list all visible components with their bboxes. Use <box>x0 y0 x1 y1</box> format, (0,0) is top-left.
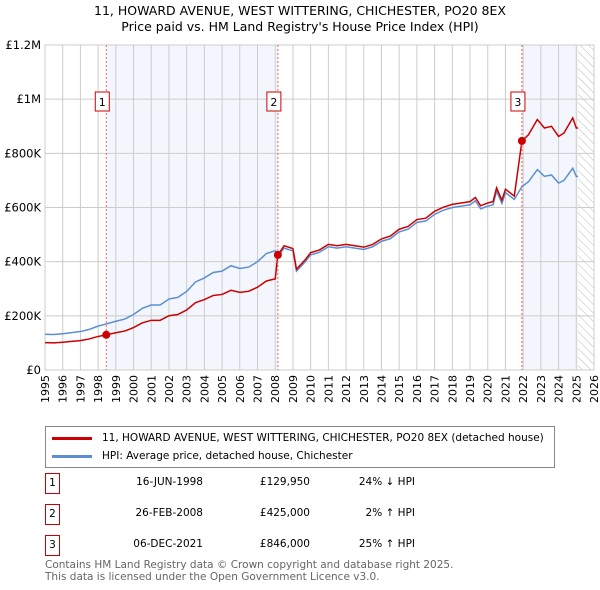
legend-swatch-red <box>52 436 92 440</box>
x-tick-label: 2014 <box>375 375 388 403</box>
legend-label: 11, HOWARD AVENUE, WEST WITTERING, CHICH… <box>102 432 544 444</box>
transaction-row: 3 06-DEC-2021 £846,000 25% ↑ HPI <box>45 535 445 556</box>
sale-marker-label: 3 <box>514 96 521 109</box>
x-tick-label: 2026 <box>588 375 600 403</box>
x-tick-label: 2018 <box>446 375 459 403</box>
x-tick-label: 2023 <box>535 375 548 403</box>
legend: 11, HOWARD AVENUE, WEST WITTERING, CHICH… <box>45 426 555 468</box>
x-tick-label: 2008 <box>269 375 282 403</box>
x-tick-label: 2019 <box>464 375 477 403</box>
legend-swatch-blue <box>52 454 92 458</box>
x-tick-label: 2009 <box>287 375 300 403</box>
y-tick-label: £400K <box>4 255 41 269</box>
hpi-line <box>44 166 579 336</box>
marker-badge: 3 <box>45 535 60 556</box>
footer-licence: This data is licensed under the Open Gov… <box>45 571 380 583</box>
chart-subtitle: Price paid vs. HM Land Registry's House … <box>121 19 479 34</box>
y-tick-label: £200K <box>4 309 41 323</box>
x-tick-label: 2025 <box>570 375 583 403</box>
x-tick-label: 2022 <box>517 375 530 403</box>
y-tick-label: £600K <box>4 201 41 215</box>
sale-price: £129,950 <box>259 476 310 488</box>
x-tick-label: 1995 <box>39 375 52 403</box>
sale-marker-box <box>510 91 526 112</box>
y-tick-label: £1M <box>16 92 41 106</box>
x-tick-label: 2006 <box>234 375 247 403</box>
transaction-row: 2 26-FEB-2008 £425,000 2% ↑ HPI <box>45 504 445 525</box>
x-tick-label: 2017 <box>429 375 442 403</box>
legend-item-property: 11, HOWARD AVENUE, WEST WITTERING, CHICH… <box>52 430 544 446</box>
sale-point <box>102 330 111 339</box>
sale-marker-box <box>94 91 110 112</box>
sale-price: £425,000 <box>259 507 310 519</box>
x-tick-label: 1998 <box>92 375 105 403</box>
hpi-diff: 2% ↑ HPI <box>365 507 415 519</box>
x-tick-label: 2010 <box>305 375 318 403</box>
x-tick-label: 2015 <box>393 375 406 403</box>
marker-badge: 1 <box>45 473 60 494</box>
x-tick-label: 2000 <box>128 375 141 403</box>
price-chart: 1995 1996 1997 1998 1999 2000 2001 2002 2003 2004… <box>4 38 600 403</box>
marker-badge: 2 <box>45 504 60 525</box>
y-tick-label: £800K <box>4 146 41 160</box>
sale-marker-label: 1 <box>99 96 106 109</box>
x-tick-label: 2007 <box>252 375 265 403</box>
sale-price: £846,000 <box>259 538 310 550</box>
plot-frame <box>44 44 595 371</box>
sale-date: 26-FEB-2008 <box>135 507 203 519</box>
property-price-line <box>44 116 579 344</box>
sale-marker-box <box>266 91 282 112</box>
x-tick-label: 2020 <box>482 375 495 403</box>
sale-marker-label: 2 <box>270 96 277 109</box>
x-tick-label: 2003 <box>181 375 194 403</box>
x-tick-label: 2021 <box>499 375 512 403</box>
x-tick-label: 2005 <box>216 375 229 403</box>
x-tick-label: 1999 <box>110 375 123 403</box>
sale-point <box>273 250 282 259</box>
x-tick-label: 2002 <box>163 375 176 403</box>
legend-label: HPI: Average price, detached house, Chic… <box>102 450 353 462</box>
y-tick-label: £1.2M <box>5 38 41 52</box>
x-tick-label: 2004 <box>198 375 211 403</box>
x-tick-label: 1997 <box>74 375 87 403</box>
sale-date: 16-JUN-1998 <box>136 476 203 488</box>
hpi-diff: 24% ↓ HPI <box>358 476 415 488</box>
hpi-diff: 25% ↑ HPI <box>358 538 415 550</box>
chart-title: 11, HOWARD AVENUE, WEST WITTERING, CHICH… <box>94 3 506 18</box>
sale-point <box>517 136 526 145</box>
x-tick-label: 2001 <box>145 375 158 403</box>
x-tick-label: 2024 <box>553 375 566 403</box>
x-tick-label: 2011 <box>322 375 335 403</box>
transaction-row: 1 16-JUN-1998 £129,950 24% ↓ HPI <box>45 473 445 494</box>
sale-date: 06-DEC-2021 <box>133 538 203 550</box>
legend-item-hpi: HPI: Average price, detached house, Chic… <box>52 448 353 464</box>
x-tick-label: 2016 <box>411 375 424 403</box>
x-tick-label: 2012 <box>340 375 353 403</box>
y-tick-label: £0 <box>26 363 41 377</box>
footer: Contains HM Land Registry data © Crown c… <box>45 559 453 583</box>
x-tick-label: 2013 <box>358 375 371 403</box>
x-tick-label: 1996 <box>57 375 70 403</box>
footer-copyright: Contains HM Land Registry data © Crown c… <box>45 559 454 571</box>
